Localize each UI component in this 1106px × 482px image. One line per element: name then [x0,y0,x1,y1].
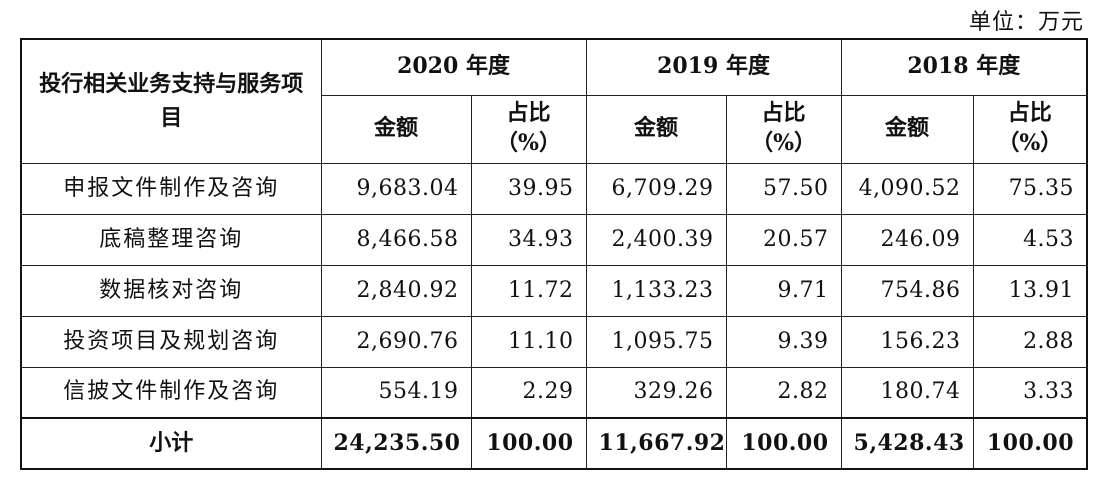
row-label: 信披文件制作及咨询 [20,366,322,419]
cell: 39.95 [470,162,587,215]
cell: 13.91 [972,264,1088,317]
cell: 2.82 [725,366,842,419]
category-header: 投行相关业务支持与服务项目 [20,38,322,164]
table-row: 申报文件制作及咨询 9,683.04 39.95 6,709.29 57.50 … [20,162,1088,215]
ratio-header: 占比 （%） [972,94,1088,164]
cell: 9.71 [725,264,842,317]
total-row: 小计 24,235.50 100.00 11,667.92 100.00 5,4… [20,417,1088,470]
cell: 75.35 [972,162,1088,215]
header-row-years: 投行相关业务支持与服务项目 2020 年度 2019 年度 2018 年度 [20,38,1088,164]
cell: 1,133.23 [585,264,727,317]
business-table: 投行相关业务支持与服务项目 2020 年度 2019 年度 2018 年度 金额… [20,38,1089,470]
cell: 3.33 [972,366,1088,419]
row-label: 投资项目及规划咨询 [20,315,322,368]
cell: 329.26 [585,366,727,419]
cell: 4.53 [972,213,1088,266]
amount-header: 金额 [840,94,974,164]
cell: 156.23 [840,315,974,368]
cell: 246.09 [840,213,974,266]
table-row: 信披文件制作及咨询 554.19 2.29 329.26 2.82 180.74… [20,366,1088,419]
cell: 2.29 [470,366,587,419]
cell: 11.10 [470,315,587,368]
amount-header: 金额 [320,94,472,164]
cell: 8,466.58 [320,213,472,266]
ratio-header: 占比 （%） [470,94,587,164]
cell: 754.86 [840,264,974,317]
year-header-2018: 2018 年度 [840,38,1088,96]
cell: 11.72 [470,264,587,317]
total-cell: 11,667.92 [585,417,727,470]
cell: 4,090.52 [840,162,974,215]
amount-header: 金额 [585,94,727,164]
header-row-fields: 金额 占比 （%） 金额 占比 （%） 金额 占比 （%） [21,94,1088,164]
cell: 6,709.29 [585,162,727,215]
year-header-2020: 2020 年度 [320,38,587,96]
total-label: 小计 [20,417,322,470]
cell: 180.74 [840,366,974,419]
cell: 57.50 [725,162,842,215]
cell: 9.39 [725,315,842,368]
cell: 1,095.75 [585,315,727,368]
table-row: 数据核对咨询 2,840.92 11.72 1,133.23 9.71 754.… [20,264,1088,317]
total-cell: 100.00 [725,417,842,470]
total-cell: 100.00 [470,417,587,470]
unit-label: 单位：万元 [968,10,1084,35]
year-header-2019: 2019 年度 [585,38,842,96]
cell: 554.19 [320,366,472,419]
row-label: 数据核对咨询 [20,264,322,317]
cell: 20.57 [725,213,842,266]
cell: 2.88 [972,315,1088,368]
cell: 2,690.76 [320,315,472,368]
table-row: 底稿整理咨询 8,466.58 34.93 2,400.39 20.57 246… [20,213,1088,266]
total-cell: 24,235.50 [320,417,472,470]
total-cell: 100.00 [972,417,1088,470]
cell: 2,840.92 [320,264,472,317]
table-row: 投资项目及规划咨询 2,690.76 11.10 1,095.75 9.39 1… [20,315,1088,368]
cell: 34.93 [470,213,587,266]
ratio-header: 占比 （%） [725,94,842,164]
row-label: 底稿整理咨询 [20,213,322,266]
cell: 2,400.39 [585,213,727,266]
cell: 9,683.04 [320,162,472,215]
total-cell: 5,428.43 [840,417,974,470]
row-label: 申报文件制作及咨询 [20,162,322,215]
